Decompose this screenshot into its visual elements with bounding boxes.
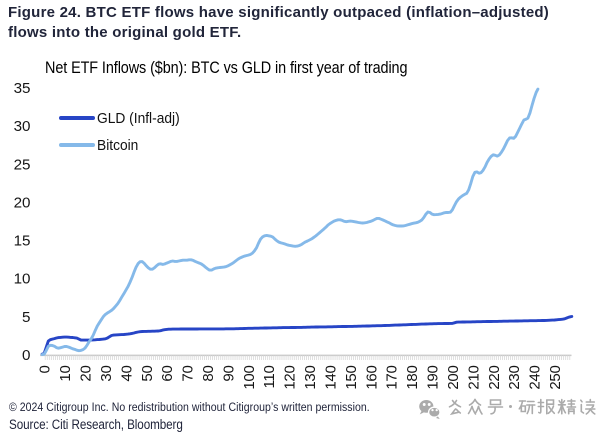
svg-text:5: 5 xyxy=(22,309,30,326)
svg-text:110: 110 xyxy=(261,366,278,389)
svg-text:120: 120 xyxy=(282,366,299,390)
svg-text:130: 130 xyxy=(302,366,319,390)
svg-text:10: 10 xyxy=(14,271,31,288)
svg-text:140: 140 xyxy=(323,366,340,390)
svg-text:10: 10 xyxy=(57,366,74,382)
svg-text:0: 0 xyxy=(22,347,30,364)
svg-text:35: 35 xyxy=(14,80,31,97)
svg-text:0: 0 xyxy=(37,366,54,374)
svg-text:210: 210 xyxy=(465,366,482,390)
svg-text:40: 40 xyxy=(118,366,135,382)
svg-text:20: 20 xyxy=(78,366,95,382)
svg-text:190: 190 xyxy=(425,366,442,390)
svg-text:220: 220 xyxy=(486,366,503,390)
svg-text:180: 180 xyxy=(404,366,421,390)
svg-text:160: 160 xyxy=(363,366,380,390)
svg-text:30: 30 xyxy=(14,118,31,135)
svg-text:200: 200 xyxy=(445,366,462,390)
svg-text:230: 230 xyxy=(506,366,523,390)
svg-text:20: 20 xyxy=(14,194,31,211)
svg-text:250: 250 xyxy=(547,366,564,390)
svg-text:150: 150 xyxy=(343,366,360,390)
svg-text:60: 60 xyxy=(159,366,176,382)
svg-text:80: 80 xyxy=(200,366,217,382)
svg-text:30: 30 xyxy=(98,366,115,382)
svg-text:170: 170 xyxy=(384,366,401,390)
svg-text:25: 25 xyxy=(14,156,31,173)
svg-text:50: 50 xyxy=(139,366,156,382)
svg-text:240: 240 xyxy=(527,366,544,390)
svg-text:15: 15 xyxy=(14,233,31,250)
svg-text:100: 100 xyxy=(241,366,258,390)
svg-text:70: 70 xyxy=(180,366,197,382)
svg-text:90: 90 xyxy=(220,366,237,382)
